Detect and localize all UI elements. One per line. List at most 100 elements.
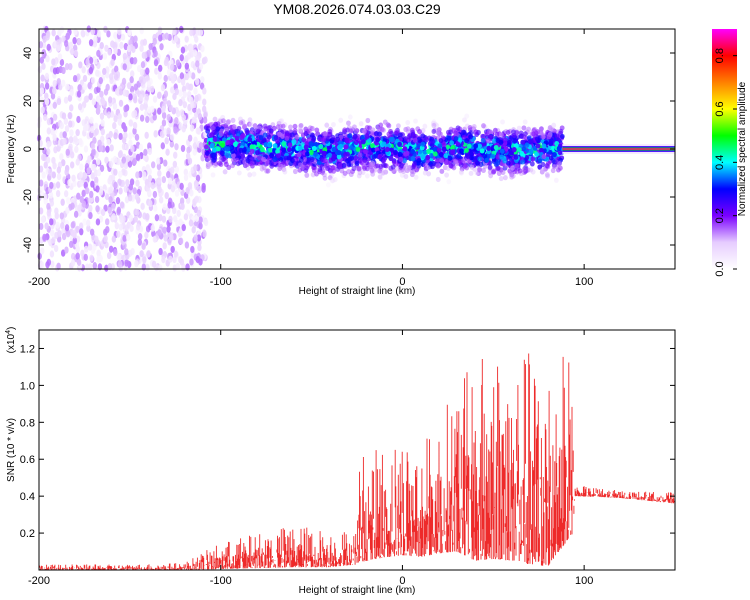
spectrogram-cell [194, 94, 199, 103]
spectrogram-cell [383, 169, 389, 175]
spectrogram-cell [188, 219, 194, 227]
spectrogram-cell [396, 123, 401, 129]
spectrogram-cell [44, 222, 49, 230]
spectrogram-cell [69, 129, 74, 137]
spectrogram-cell [201, 185, 206, 193]
spectrogram-cell [139, 103, 145, 111]
spectrogram-cell [393, 130, 399, 137]
spectrogram-cell [179, 197, 185, 205]
spectrogram-cell [435, 130, 441, 136]
spectrogram-cell [348, 128, 354, 134]
spectrogram-x-tick-label: 100 [575, 276, 593, 288]
spectrogram-cell [198, 216, 203, 224]
spectrogram-cell [375, 137, 381, 143]
spectrogram-cell [57, 53, 63, 61]
spectrogram-cell [56, 262, 61, 270]
spectrogram-cell [391, 159, 397, 165]
spectrogram-cell [163, 59, 169, 67]
spectrogram-cell [69, 88, 74, 97]
spectrogram-cell [554, 141, 560, 147]
spectrogram-cell [281, 147, 287, 153]
spectrogram-cell [76, 258, 82, 266]
spectrogram-cell [173, 126, 178, 134]
spectrogram-cell [288, 124, 293, 130]
spectrogram-cell [425, 155, 431, 161]
snr-x-label: Height of straight line (km) [299, 585, 416, 596]
spectrogram-cell [38, 179, 44, 187]
spectrogram-cell [449, 140, 455, 146]
spectrogram-cell [477, 156, 483, 162]
spectrogram-cell [469, 154, 474, 161]
spectrogram-cell [461, 134, 467, 140]
spectrogram-cell [496, 170, 502, 176]
spectrogram-cell [156, 177, 162, 185]
spectrogram-cell [380, 169, 386, 175]
spectrogram-cell [259, 146, 265, 153]
spectrogram-cell [67, 112, 72, 120]
spectrogram-cell [46, 258, 52, 266]
spectrogram-cell [198, 62, 204, 70]
spectrogram-cell [86, 167, 91, 175]
spectrogram-cell [96, 169, 102, 177]
spectrogram-cell [78, 222, 84, 230]
spectrogram-cell [249, 148, 255, 154]
spectrogram-cell [95, 69, 100, 77]
spectrogram-cell [129, 85, 135, 94]
spectrogram-cell [125, 179, 130, 187]
spectrogram-cell [156, 91, 162, 99]
spectrogram-cell [490, 153, 496, 159]
spectrogram-cell [393, 149, 398, 156]
spectrogram-cell [462, 163, 468, 169]
spectrogram-cell [42, 147, 47, 155]
spectrogram-cell [332, 176, 338, 183]
spectrogram-cell [117, 113, 122, 121]
spectrogram-cell [389, 147, 394, 153]
spectrogram-cell [410, 148, 416, 155]
spectrogram-cell [397, 132, 403, 138]
spectrogram-cell [93, 57, 98, 65]
spectrogram-cell [258, 134, 264, 141]
spectrogram-cell [247, 136, 253, 143]
spectrogram-cell [369, 162, 375, 168]
spectrogram-cell [128, 119, 134, 127]
spectrogram-cell [200, 45, 205, 53]
spectrogram-cell [106, 138, 111, 146]
spectrogram-cell [310, 172, 316, 178]
spectrogram-cell [188, 83, 194, 91]
snr-series [38, 353, 676, 570]
spectrogram-cell [373, 153, 379, 159]
spectrogram-cell [182, 101, 188, 109]
spectrogram-cell [313, 151, 318, 157]
spectrogram-cell [417, 128, 422, 135]
colorbar: 0.0 0.2 0.4 0.6 0.8 Normalized spectral ampl… [712, 29, 748, 277]
spectrogram-cell [202, 116, 208, 124]
spectrogram-cell [147, 142, 152, 150]
spectrogram-cell [439, 168, 445, 174]
spectrogram-cell [298, 127, 303, 133]
spectrogram-cell [510, 165, 515, 171]
spectrogram-cell [511, 147, 517, 153]
spectrogram-cell [308, 141, 314, 147]
spectrogram-cell [191, 116, 197, 124]
spectrogram-cell [39, 96, 45, 104]
spectrogram-cell [348, 171, 354, 178]
spectrogram-cell [186, 152, 191, 160]
spectrogram-cell [145, 67, 150, 75]
spectrogram-cell [112, 122, 117, 130]
spectrogram-cell [184, 73, 190, 81]
spectrogram-cell [468, 134, 473, 140]
spectrogram-cell [548, 155, 554, 161]
spectrogram-cell [446, 179, 452, 185]
spectrogram-cell [69, 104, 74, 112]
spectrogram-cell [234, 135, 240, 142]
spectrogram-cell [491, 138, 497, 144]
spectrogram-cell [68, 136, 74, 144]
colorbar-tick-label: 0.0 [714, 261, 726, 276]
spectrogram-cell [120, 33, 126, 41]
spectrogram-cell [68, 240, 74, 249]
spectrogram-cell [193, 206, 199, 214]
spectrogram-cell [88, 39, 94, 47]
spectrogram-cell [238, 120, 244, 126]
spectrogram-cell [137, 233, 143, 241]
spectrogram-cell [184, 35, 189, 43]
